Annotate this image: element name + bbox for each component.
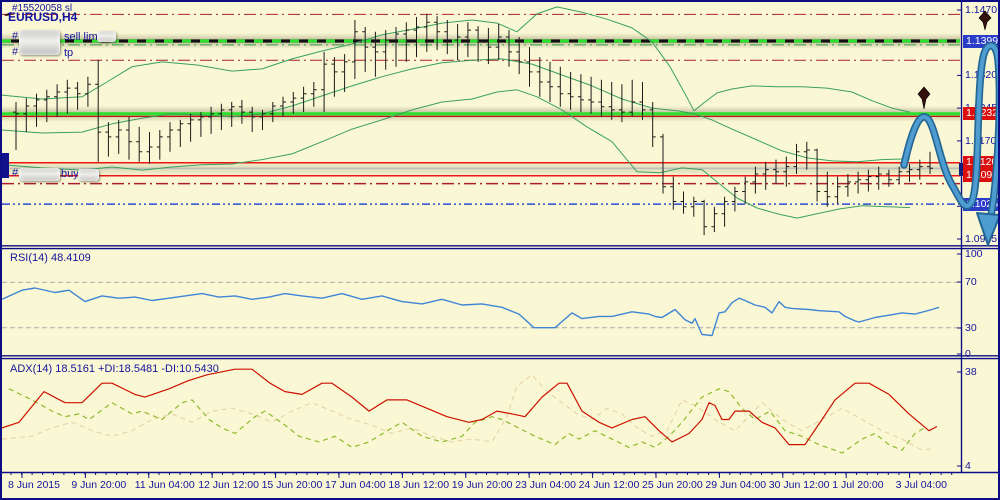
redacted-order-price: [78, 169, 99, 181]
order-line-label: #15520058 sl: [12, 3, 73, 14]
date-label: 18 Jun 12:00: [388, 479, 450, 491]
redacted-order-id: [19, 30, 60, 55]
rsi-panel-label: RSI(14) 48.4109: [10, 252, 91, 264]
date-label: 3 Jul 04:00: [895, 479, 947, 491]
price-level-badge: 1.1025: [963, 197, 998, 211]
date-label: 12 Jun 12:00: [198, 479, 259, 491]
buy-label: buy: [61, 168, 79, 180]
price-level-badge: 1.1232: [963, 107, 998, 121]
date-label: 24 Jun 12:00: [578, 479, 640, 491]
adx-tick-label: 4: [965, 460, 971, 472]
chart-symbol-title: EURUSD,H4: [8, 10, 78, 24]
date-label: 30 Jun 12:00: [768, 479, 830, 491]
tp-label: tp: [64, 47, 74, 59]
price-tick-label: 1.0945: [965, 233, 998, 245]
price-level-badge: 1.1399: [963, 34, 998, 48]
price-level-badge: 1.1120: [963, 156, 998, 170]
order-hash: #: [12, 30, 19, 42]
date-label: 9 Jun 20:00: [71, 479, 127, 491]
price-tick-label: 1.1470: [965, 4, 998, 16]
date-label: 11 Jun 04:00: [134, 479, 195, 491]
rsi-tick-label: 100: [965, 248, 983, 260]
rsi-tick-label: 0: [965, 348, 971, 360]
adx-tick-label: 38: [965, 366, 977, 378]
adx-panel-label: ADX(14) 18.5161 +DI:18.5481 -DI:10.5430: [10, 363, 219, 375]
date-label: 23 Jun 04:00: [515, 479, 576, 491]
redacted-order-price: [97, 31, 116, 42]
date-label: 19 Jun 20:00: [451, 479, 513, 491]
date-label: 29 Jun 04:00: [705, 479, 767, 491]
sell-limit-label: sell limit: [64, 31, 104, 43]
date-label: 1 Jul 20:00: [832, 479, 884, 491]
price-tick-label: 1.1320: [965, 69, 998, 82]
date-label: 8 Jun 2015: [8, 479, 60, 491]
price-tick-label: 1.1170: [965, 134, 997, 147]
order-hash: #: [12, 46, 19, 58]
price-level-badge: 1.1090: [963, 169, 998, 183]
redacted-order-id: [19, 168, 60, 181]
date-label: 17 Jun 04:00: [325, 479, 386, 491]
rsi-tick-label: 30: [965, 322, 977, 334]
date-label: 15 Jun 20:00: [261, 479, 323, 491]
rsi-tick-label: 70: [965, 276, 977, 288]
date-label: 25 Jun 20:00: [642, 479, 703, 491]
order-hash: #: [12, 167, 19, 179]
